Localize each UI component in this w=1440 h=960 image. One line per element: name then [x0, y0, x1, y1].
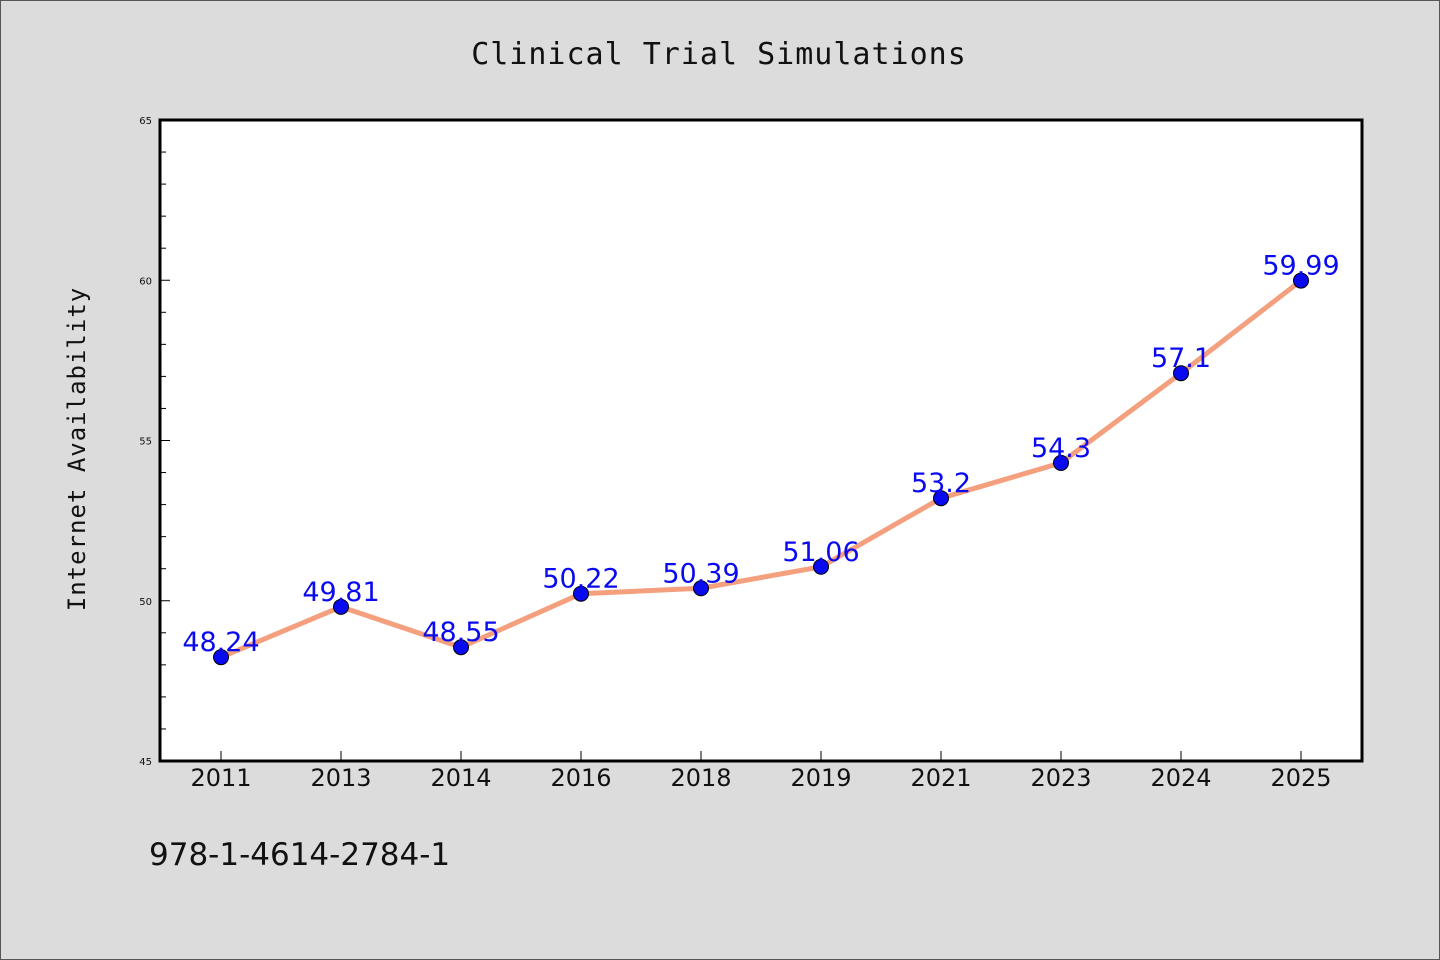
x-tick-label: 2021 [910, 764, 971, 792]
data-label: 48.24 [182, 627, 259, 658]
data-point [453, 639, 469, 656]
x-tick-label: 2019 [790, 764, 851, 792]
data-point [573, 585, 589, 602]
plot-frame [158, 118, 1364, 763]
x-axis: 2011 2013 2014 2016 2018 2019 2021 2023 2024 2025 [190, 751, 1332, 792]
data-label: 49.81 [302, 577, 379, 608]
data-point [213, 649, 229, 666]
y-tick-label: 50 [139, 597, 152, 608]
x-tick-label: 2024 [1150, 764, 1211, 792]
data-point [933, 490, 949, 507]
series-line [218, 278, 1304, 660]
data-label: 48.55 [422, 617, 499, 648]
isbn-text: 978-1-4614-2784-1 [149, 837, 450, 873]
data-label: 50.22 [542, 564, 619, 595]
data-point [1053, 454, 1069, 471]
x-tick-label: 2013 [310, 764, 371, 792]
data-point [1173, 365, 1189, 382]
x-tick-label: 2025 [1270, 764, 1331, 792]
data-label: 53.2 [911, 468, 971, 499]
data-label: 54.3 [1031, 433, 1091, 464]
x-tick-label: 2016 [550, 764, 611, 792]
data-point [333, 598, 349, 615]
data-label: 50.39 [662, 558, 739, 589]
x-tick-label: 2014 [430, 764, 491, 792]
data-point [693, 580, 709, 597]
chart-title: Clinical Trial Simulations [471, 37, 967, 72]
x-tick-label: 2018 [670, 764, 731, 792]
data-label: 59.99 [1262, 251, 1339, 282]
y-tick-label: 45 [139, 757, 152, 768]
y-axis-label: Internet Availability [63, 287, 91, 611]
plot-area [160, 120, 1362, 761]
data-point [1293, 272, 1309, 289]
data-point [813, 558, 829, 575]
x-tick-label: 2023 [1030, 764, 1091, 792]
x-tick-label: 2011 [190, 764, 251, 792]
y-tick-label: 65 [139, 116, 152, 127]
y-tick-label: 60 [139, 276, 152, 287]
series-group: 48.24 49.81 48.55 50.22 50.39 51.06 53.2 54.3 57… [182, 251, 1340, 666]
y-tick-label: 55 [139, 437, 152, 448]
data-label: 51.06 [782, 537, 859, 568]
data-label: 57.1 [1151, 343, 1211, 374]
